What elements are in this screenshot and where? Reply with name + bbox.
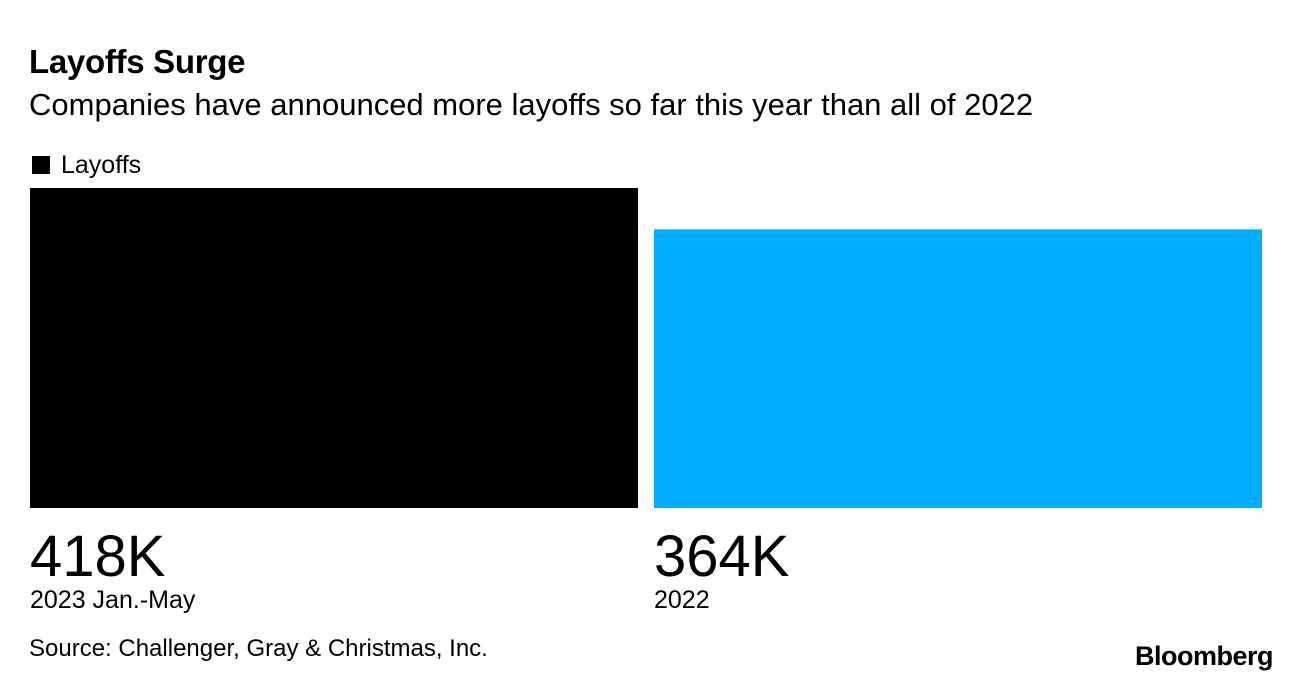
legend: Layoffs	[32, 151, 141, 179]
bar-0	[30, 188, 638, 508]
category-label-0: 2023 Jan.-May	[30, 586, 196, 614]
chart-title: Layoffs Surge	[29, 43, 246, 80]
source-note: Source: Challenger, Gray & Christmas, In…	[29, 635, 488, 662]
bar-value-label-1: 364K	[654, 524, 790, 589]
category-label-1: 2022	[654, 586, 710, 614]
legend-swatch	[32, 156, 50, 174]
bar-value-label-0: 418K	[30, 524, 166, 589]
chart-subtitle: Companies have announced more layoffs so…	[29, 87, 1034, 122]
bar-1	[654, 229, 1262, 508]
bloomberg-logo: Bloomberg	[1134, 641, 1274, 671]
legend-label: Layoffs	[61, 150, 142, 179]
